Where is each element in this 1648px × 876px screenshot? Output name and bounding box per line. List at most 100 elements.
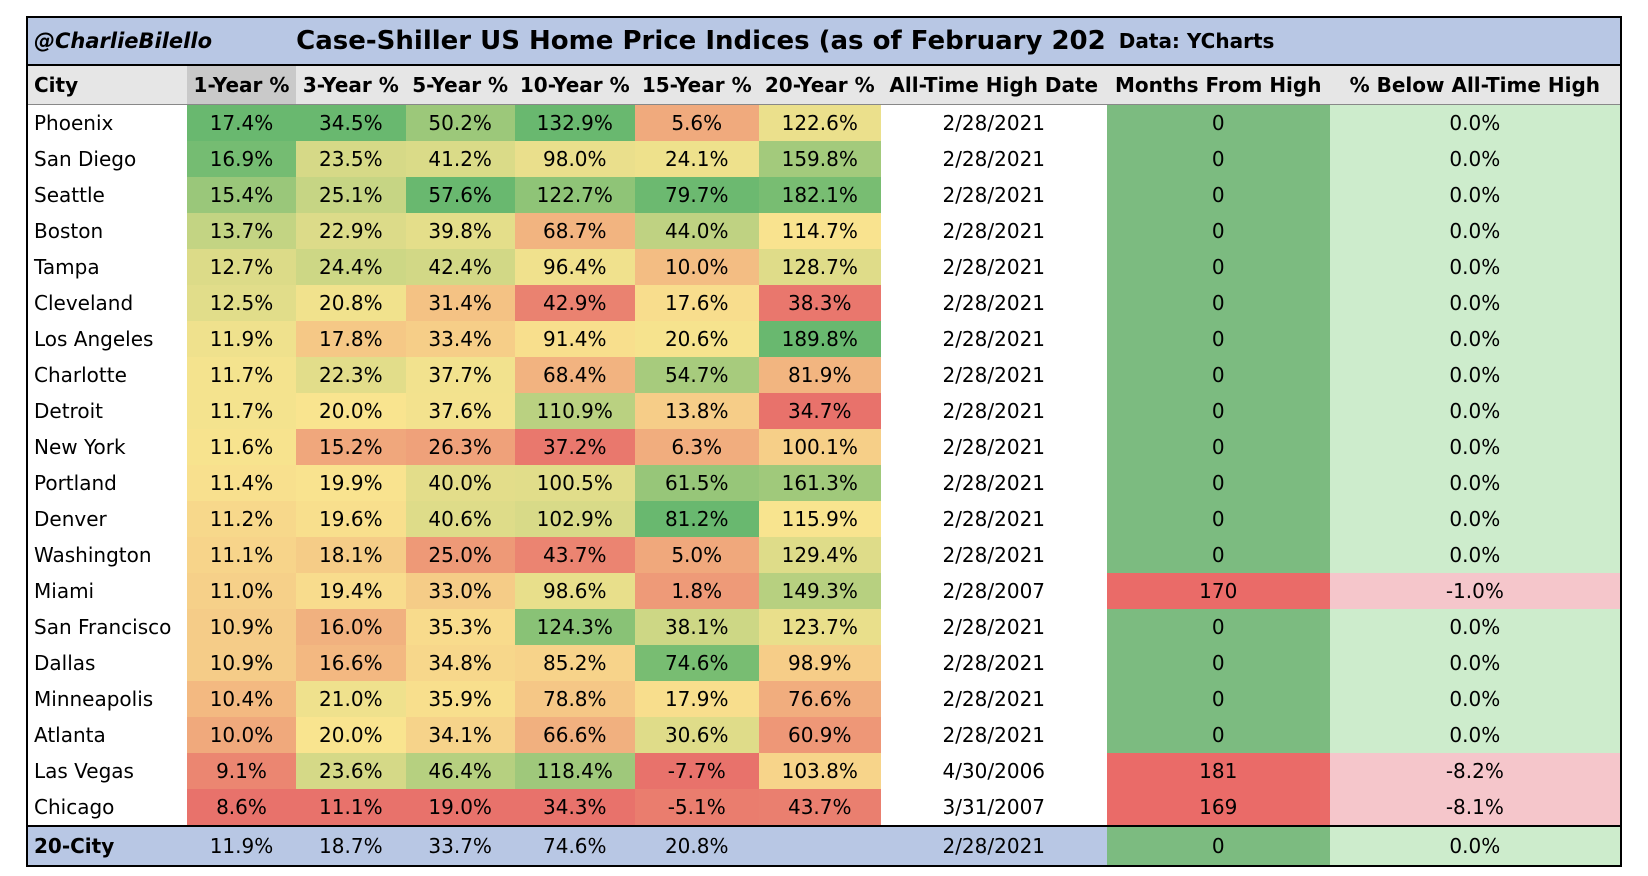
- below-high-cell: 0.0%: [1329, 104, 1621, 141]
- change-cell-1-year: 11.2%: [186, 501, 297, 537]
- change-cell-20-year: 128.7%: [758, 249, 881, 285]
- change-cell-1-year: 15.4%: [186, 177, 297, 213]
- months-from-high-cell: 0: [1106, 465, 1330, 501]
- months-from-high-cell: 169: [1106, 789, 1330, 826]
- change-cell-3-year: 18.1%: [296, 537, 406, 573]
- city-cell: Las Vegas: [26, 753, 187, 789]
- col-header-high-date: All-Time High Date: [880, 64, 1107, 105]
- change-cell-20-year: 161.3%: [758, 465, 881, 501]
- change-cell-3-year: 19.6%: [296, 501, 406, 537]
- change-cell-10-year: 98.0%: [514, 141, 635, 177]
- change-cell-20-year: 189.8%: [758, 321, 881, 357]
- change-cell-15-year: 24.1%: [634, 141, 759, 177]
- months-from-high-cell: 0: [1106, 717, 1330, 753]
- below-high-cell: -1.0%: [1329, 573, 1621, 609]
- months-from-high-cell: 0: [1106, 429, 1330, 465]
- city-cell: San Francisco: [26, 609, 187, 645]
- change-cell-3-year: 22.3%: [296, 357, 406, 393]
- summary-months-from-high-cell: 0: [1106, 825, 1330, 866]
- high-date-cell: 2/28/2021: [880, 177, 1107, 213]
- change-cell-15-year: 44.0%: [634, 213, 759, 249]
- high-date-cell: 2/28/2021: [880, 104, 1107, 141]
- change-cell-15-year: 30.6%: [634, 717, 759, 753]
- change-cell-5-year: 31.4%: [405, 285, 515, 321]
- city-cell: Washington: [26, 537, 187, 573]
- change-cell-20-year: 114.7%: [758, 213, 881, 249]
- below-high-cell: 0.0%: [1329, 393, 1621, 429]
- data-source: Data: YCharts: [1106, 17, 1621, 65]
- table-row: San Francisco 10.9% 16.0% 35.3% 124.3% 38.1% 1…: [26, 609, 1621, 645]
- summary-city-cell: 20-City: [27, 825, 187, 866]
- change-cell-5-year: 42.4%: [405, 249, 515, 285]
- months-from-high-cell: 0: [1106, 609, 1330, 645]
- high-date-cell: 2/28/2021: [880, 357, 1107, 393]
- change-cell-5-year: 46.4%: [405, 753, 515, 789]
- high-date-cell: 2/28/2021: [880, 393, 1107, 429]
- change-cell-5-year: 39.8%: [405, 213, 515, 249]
- months-from-high-cell: 0: [1106, 645, 1330, 681]
- below-high-cell: 0.0%: [1329, 321, 1621, 357]
- change-cell-10-year: 42.9%: [514, 285, 635, 321]
- price-index-table-container: @CharlieBilello Case-Shiller US Home Pri…: [26, 16, 1622, 867]
- change-cell-10-year: 68.7%: [514, 213, 635, 249]
- change-cell-1-year: 12.5%: [186, 285, 297, 321]
- change-cell-1-year: 11.4%: [186, 465, 297, 501]
- col-header-15-year: 15-Year %: [634, 64, 759, 105]
- high-date-cell: 2/28/2021: [880, 285, 1107, 321]
- price-index-table: @CharlieBilello Case-Shiller US Home Pri…: [26, 16, 1622, 867]
- change-cell-15-year: 10.0%: [634, 249, 759, 285]
- change-cell-3-year: 20.0%: [296, 393, 406, 429]
- change-cell-10-year: 43.7%: [514, 537, 635, 573]
- change-cell-3-year: 19.9%: [296, 465, 406, 501]
- change-cell-20-year: 38.3%: [758, 285, 881, 321]
- below-high-cell: 0.0%: [1329, 429, 1621, 465]
- summary-change-cell-10-year: 74.6%: [514, 825, 635, 866]
- city-cell: Portland: [26, 465, 187, 501]
- change-cell-3-year: 23.6%: [296, 753, 406, 789]
- col-header-3-year: 3-Year %: [296, 64, 406, 105]
- months-from-high-cell: 0: [1106, 213, 1330, 249]
- change-cell-20-year: 122.6%: [758, 104, 881, 141]
- table-row: Detroit 11.7% 20.0% 37.6% 110.9% 13.8% 34.7% 2/…: [26, 393, 1621, 429]
- change-cell-5-year: 25.0%: [405, 537, 515, 573]
- months-from-high-cell: 0: [1106, 681, 1330, 717]
- table-row: Dallas 10.9% 16.6% 34.8% 85.2% 74.6% 98.9% 2/28…: [26, 645, 1621, 681]
- high-date-cell: 2/28/2021: [880, 681, 1107, 717]
- high-date-cell: 2/28/2021: [880, 141, 1107, 177]
- col-header-below-high: % Below All-Time High: [1329, 64, 1621, 105]
- col-header-months-from-high: Months From High: [1106, 64, 1330, 105]
- change-cell-3-year: 25.1%: [296, 177, 406, 213]
- change-cell-1-year: 11.7%: [186, 393, 297, 429]
- below-high-cell: 0.0%: [1329, 501, 1621, 537]
- table-row: Phoenix 17.4% 34.5% 50.2% 132.9% 5.6% 122.6% 2/…: [26, 104, 1621, 141]
- summary-change-cell-20-year: [758, 825, 881, 866]
- table-title: Case-Shiller US Home Price Indices (as o…: [296, 17, 1107, 65]
- high-date-cell: 2/28/2007: [880, 573, 1107, 609]
- city-cell: San Diego: [26, 141, 187, 177]
- change-cell-10-year: 78.8%: [514, 681, 635, 717]
- change-cell-15-year: 79.7%: [634, 177, 759, 213]
- table-row: Chicago 8.6% 11.1% 19.0% 34.3% -5.1% 43.7% 3/31…: [26, 789, 1621, 826]
- change-cell-15-year: 5.0%: [634, 537, 759, 573]
- table-row: Portland 11.4% 19.9% 40.0% 100.5% 61.5% 161.3%…: [26, 465, 1621, 501]
- table-row: Minneapolis 10.4% 21.0% 35.9% 78.8% 17.9% 76.6…: [26, 681, 1621, 717]
- column-header-row: City 1-Year % 3-Year % 5-Year % 10-Year …: [27, 64, 1621, 105]
- city-cell: Dallas: [26, 645, 187, 681]
- change-cell-3-year: 34.5%: [296, 104, 406, 141]
- change-cell-15-year: 74.6%: [634, 645, 759, 681]
- high-date-cell: 2/28/2021: [880, 645, 1107, 681]
- months-from-high-cell: 0: [1106, 501, 1330, 537]
- col-header-20-year: 20-Year %: [758, 64, 881, 105]
- table-row: Atlanta 10.0% 20.0% 34.1% 66.6% 30.6% 60.9% 2/2…: [26, 717, 1621, 753]
- change-cell-1-year: 11.6%: [186, 429, 297, 465]
- city-cell: Cleveland: [26, 285, 187, 321]
- change-cell-20-year: 34.7%: [758, 393, 881, 429]
- change-cell-20-year: 76.6%: [758, 681, 881, 717]
- change-cell-5-year: 35.9%: [405, 681, 515, 717]
- city-cell: Minneapolis: [26, 681, 187, 717]
- change-cell-1-year: 11.7%: [186, 357, 297, 393]
- summary-change-cell-1-year: 11.9%: [186, 825, 297, 866]
- summary-high-date-cell: 2/28/2021: [880, 825, 1107, 866]
- col-header-5-year: 5-Year %: [405, 64, 515, 105]
- months-from-high-cell: 170: [1106, 573, 1330, 609]
